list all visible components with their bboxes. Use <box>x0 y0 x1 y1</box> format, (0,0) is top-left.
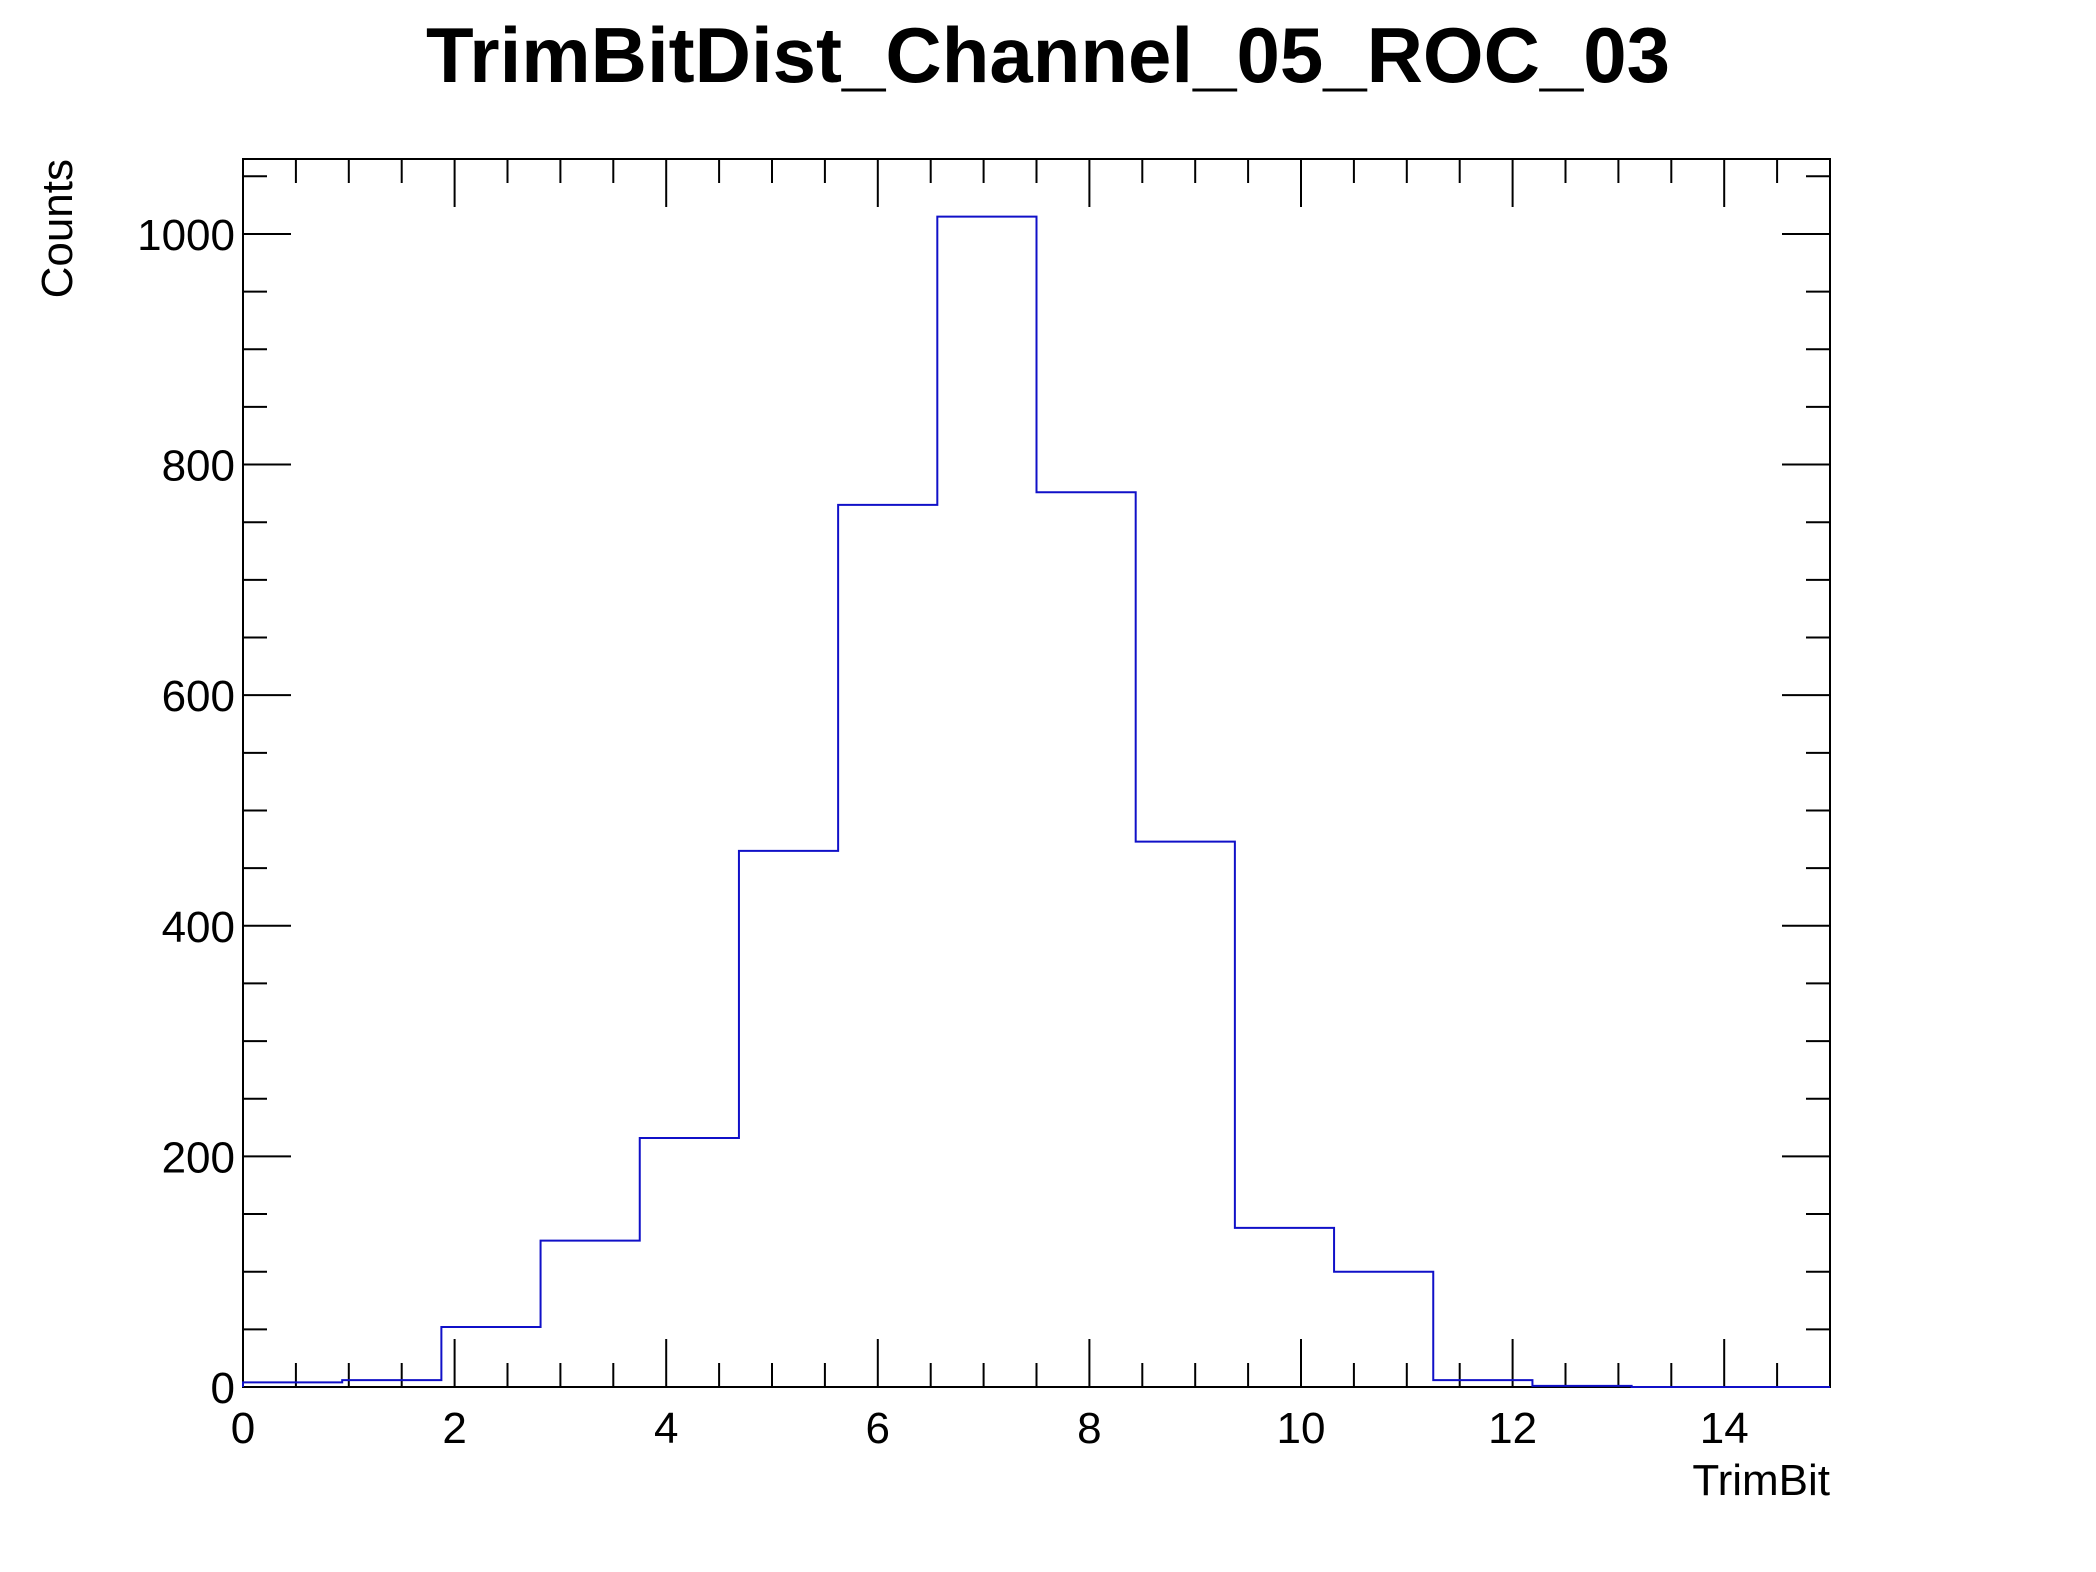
x-tick-label: 0 <box>231 1404 255 1453</box>
y-axis-label: Counts <box>33 159 82 298</box>
histogram-bin <box>739 851 838 1387</box>
histogram-bin <box>1334 1272 1433 1387</box>
x-tick-label: 14 <box>1700 1404 1749 1453</box>
y-tick-label: 0 <box>211 1364 235 1413</box>
histogram-bin <box>1136 842 1235 1387</box>
histogram-bin <box>937 217 1036 1387</box>
y-tick-label: 1000 <box>137 211 235 260</box>
axis-ticks <box>242 159 1831 1388</box>
histogram-series-line <box>242 215 1830 1388</box>
histogram-bin <box>1433 1380 1532 1387</box>
x-tick-label: 6 <box>866 1404 890 1453</box>
x-tick-label: 8 <box>1077 1404 1101 1453</box>
x-tick-label: 4 <box>654 1404 678 1453</box>
x-tick-labels: 0 2 4 6 8 10 12 14 <box>231 1404 1749 1453</box>
histogram-bin <box>441 1327 540 1387</box>
histogram-bin <box>838 505 937 1387</box>
x-tick-label: 10 <box>1277 1404 1326 1453</box>
histogram-bin <box>342 1380 441 1387</box>
histogram-bin <box>640 1138 739 1387</box>
x-axis-label: TrimBit <box>1692 1456 1830 1505</box>
y-tick-label: 800 <box>162 442 235 491</box>
histogram-bin <box>541 1241 640 1387</box>
histogram-bin <box>1235 1228 1334 1387</box>
x-tick-label: 12 <box>1488 1404 1537 1453</box>
y-tick-label: 200 <box>162 1133 235 1182</box>
y-tick-labels: 0 200 400 600 800 1000 <box>137 211 235 1413</box>
y-tick-label: 600 <box>162 672 235 721</box>
histogram-bin <box>1037 492 1136 1387</box>
x-tick-label: 2 <box>442 1404 466 1453</box>
chart-title: TrimBitDist_Channel_05_ROC_03 <box>426 11 1670 99</box>
y-tick-label: 400 <box>162 903 235 952</box>
